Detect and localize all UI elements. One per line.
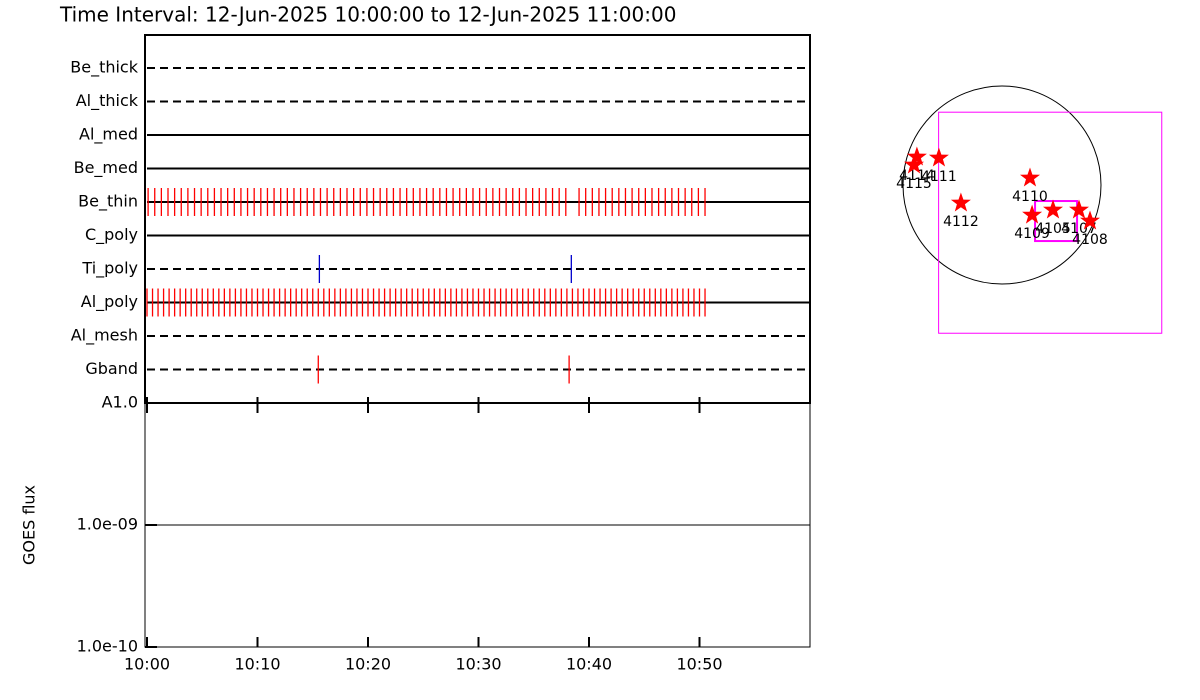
- region-label: 4105: [1035, 221, 1071, 237]
- row-label: Ti_poly: [81, 259, 138, 279]
- region-star: [928, 147, 949, 167]
- x-tick-label: 10:00: [124, 655, 170, 674]
- row-label: Al_med: [79, 125, 138, 145]
- x-tick-label: 10:40: [566, 655, 612, 674]
- row-label: Gband: [85, 359, 138, 378]
- region-star: [906, 146, 927, 166]
- y-tick-label: A1.0: [102, 393, 138, 412]
- region-star: [1080, 210, 1100, 230]
- row-label: C_poly: [85, 225, 138, 245]
- region-star: [904, 154, 924, 174]
- region-star: [1043, 199, 1063, 219]
- row-label: Be_thin: [78, 192, 138, 212]
- solar-disk: [902, 85, 1102, 285]
- row-label: Al_thick: [76, 91, 139, 111]
- region-star: [950, 192, 971, 212]
- x-tick-label: 10:10: [234, 655, 280, 674]
- timeline-frame: [144, 34, 811, 404]
- y-tick-label: 1.0e-10: [77, 637, 138, 656]
- y-tick-label: 1.0e-09: [77, 515, 138, 534]
- row-label: Be_thick: [70, 58, 138, 78]
- region-label: 4115: [896, 176, 932, 192]
- region-label: 4114: [899, 168, 935, 184]
- row-label: Al_poly: [81, 292, 138, 312]
- region-star: [1022, 204, 1043, 224]
- region-star: [1069, 199, 1089, 219]
- region-label: 4109: [1014, 226, 1050, 242]
- region-label: 4112: [943, 214, 979, 230]
- region-label: 4108: [1072, 232, 1108, 248]
- region-star: [1020, 167, 1040, 187]
- row-label: Al_mesh: [71, 326, 138, 346]
- row-label: Be_med: [74, 158, 138, 178]
- y-axis-label: GOES flux: [20, 485, 39, 565]
- x-tick-label: 10:20: [345, 655, 391, 674]
- region-label: 4110: [1012, 189, 1048, 205]
- x-tick-label: 10:50: [676, 655, 722, 674]
- fov-box: [938, 111, 1163, 334]
- region-label: 4111: [921, 169, 957, 185]
- x-tick-label: 10:30: [455, 655, 501, 674]
- chart-title: Time Interval: 12-Jun-2025 10:00:00 to 1…: [59, 3, 676, 27]
